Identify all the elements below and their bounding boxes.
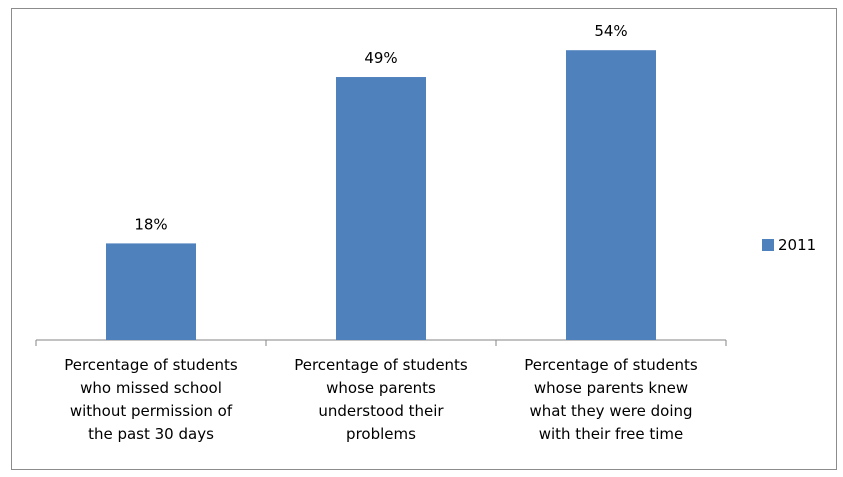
data-label: 49% [364, 49, 397, 67]
data-label: 18% [134, 215, 167, 233]
bar [106, 243, 196, 340]
legend: 2011 [762, 236, 816, 254]
category-label-3: Percentage of students whose parents kne… [524, 356, 698, 443]
bar [566, 50, 656, 340]
category-label-2: Percentage of students whose parents und… [294, 356, 468, 443]
legend-swatch [762, 239, 774, 251]
category-label-1: Percentage of students who missed school… [64, 356, 238, 443]
legend-label: 2011 [778, 236, 817, 254]
data-label: 54% [594, 22, 627, 40]
bar [336, 77, 426, 341]
